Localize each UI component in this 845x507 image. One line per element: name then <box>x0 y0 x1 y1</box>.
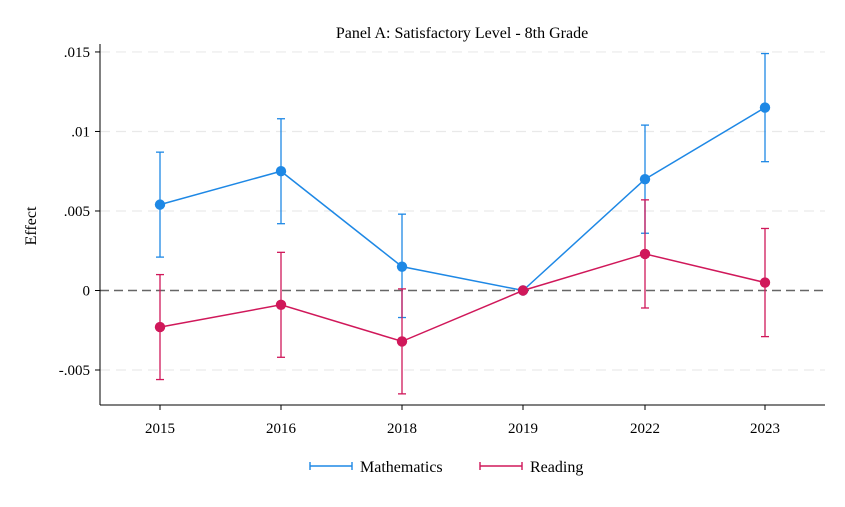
series <box>154 52 771 395</box>
reading-line <box>159 253 766 343</box>
reading-point <box>275 299 287 311</box>
y-tick-label: -.005 <box>59 363 90 379</box>
y-tick-label: .005 <box>64 204 90 220</box>
x-tick-label: 2022 <box>630 421 660 437</box>
mathematics-point <box>639 173 651 185</box>
mathematics-point <box>275 166 287 177</box>
legend-item-reading: Reading <box>479 459 583 476</box>
x-tick-label: 2015 <box>145 421 175 437</box>
legend-label-mathematics: Mathematics <box>360 459 443 476</box>
reading-point <box>396 336 408 347</box>
mathematics-point <box>396 261 408 272</box>
axes <box>99 44 825 406</box>
y-axis-label: Effect <box>23 206 40 245</box>
mathematics-point <box>759 102 771 113</box>
tick-labels: -.005 0 .005 .01 .015 2015 2016 2018 2019 2022 202… <box>59 45 780 437</box>
mathematics-point <box>154 199 166 210</box>
series-reading <box>154 199 771 395</box>
reading-point <box>154 321 166 333</box>
x-tick-label: 2023 <box>750 421 780 437</box>
y-tick-label: .01 <box>71 124 90 140</box>
legend-label-reading: Reading <box>530 459 583 476</box>
mathematics-line <box>159 106 766 292</box>
reading-point <box>639 248 651 260</box>
x-tick-label: 2018 <box>387 421 417 437</box>
reading-point <box>517 285 529 296</box>
reading-point <box>759 277 771 288</box>
y-tick-label: .015 <box>64 45 90 61</box>
y-tick-label: 0 <box>83 283 91 299</box>
gridlines <box>100 51 825 371</box>
x-tick-label: 2019 <box>508 421 538 437</box>
chart-title: Panel A: Satisfactory Level - 8th Grade <box>336 25 588 42</box>
legend-item-mathematics: Mathematics <box>309 459 443 476</box>
series-mathematics <box>154 52 771 319</box>
legend: Mathematics Reading <box>309 459 583 476</box>
x-tick-label: 2016 <box>266 421 297 437</box>
